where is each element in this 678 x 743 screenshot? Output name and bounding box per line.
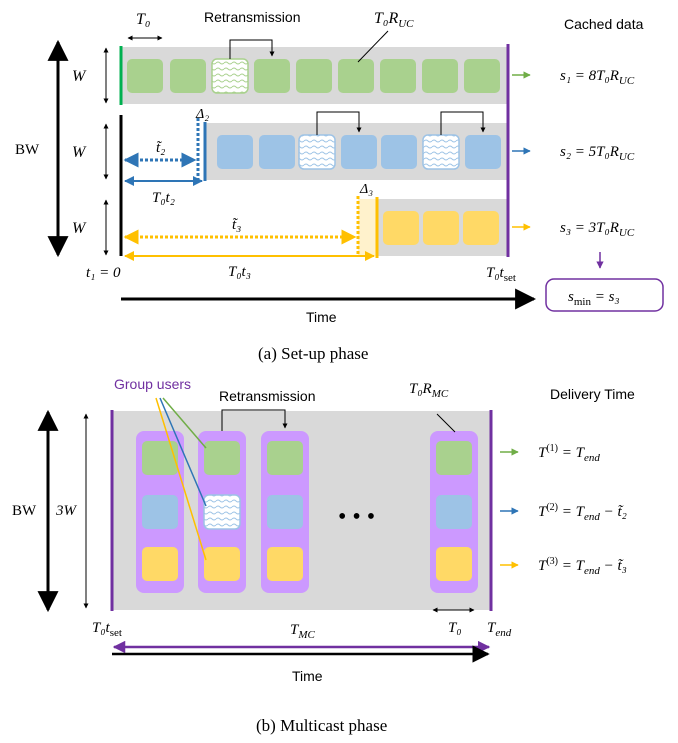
t0-rmc-label: T₀RMC [409,381,449,400]
t0t3-label: T₀t₃ [228,264,251,280]
t1-zero-label: t₁ = 0 [86,265,121,281]
delta3-band [358,199,376,256]
delta2-label: Δ₂ [195,107,209,122]
tend-label: Tend [487,620,512,639]
delivery-time-user3: T(3) = Tend − t̃₃ [538,556,627,577]
packet-yellow [436,547,472,581]
t0t2-label: T₀t₂ [152,190,175,206]
packet-blue [267,495,303,529]
time-label: Time [292,668,323,684]
packet [254,59,290,93]
time-label: Time [306,309,337,325]
group-users-label: Group users [114,376,191,392]
tmc-label: TMC [290,622,316,641]
setup-caption: (a) Set-up phase [258,344,368,363]
user2-packets [217,134,501,170]
retransmitted-packet [203,494,241,530]
packet-green [436,441,472,475]
packet [217,135,253,169]
t0-ruc-pointer [357,30,389,63]
smin-label: smin = s₃ [568,289,620,308]
group-user-line-blue [159,397,207,507]
t2-tilde-label: t̃₂ [156,140,165,156]
packet [381,135,417,169]
multicast-phase: • • • Group users Retransmission T₀RMC D… [12,376,635,735]
packet [465,135,501,169]
ellipsis: • • • [338,504,375,530]
packet [380,59,416,93]
packet-green [142,441,178,475]
packet-yellow [142,547,178,581]
retransmitted-packet [211,58,249,94]
smin-box [545,278,664,312]
packet-green [204,441,240,475]
s2-label: s₂ = 5T₀RUC [560,144,635,163]
retransmitted-packet [422,134,460,170]
packet [296,59,332,93]
group-user-line-yellow [155,397,207,561]
packet-yellow [204,547,240,581]
packet-green [267,441,303,475]
packet [259,135,295,169]
t0-label: T₀ [448,620,462,636]
bw-label: BW [12,503,37,519]
packet [341,135,377,169]
t0-label: T₀ [136,11,150,28]
packet [127,59,163,93]
cached-data-label: Cached data [564,16,644,32]
delta3-label: Δ₃ [359,182,373,197]
packet [383,211,419,245]
retransmission-label: Retransmission [219,388,315,404]
packet [463,211,499,245]
retransmission-bracket [229,39,275,59]
s3-label: s₃ = 3T₀RUC [560,220,635,239]
packet-yellow [267,547,303,581]
user3-packets [383,211,499,245]
bw-label: BW [15,142,40,158]
packet [338,59,374,93]
retransmission-label: Retransmission [204,9,300,25]
packet [422,59,458,93]
retransmission-bracket [440,111,486,135]
retransmission-bracket [316,111,362,135]
delivery-time-label: Delivery Time [550,386,635,402]
packet [464,59,500,93]
s1-label: s₁ = 8T₀RUC [560,68,635,87]
t3-tilde-label: t̃₃ [232,217,241,233]
t0-tset-label: T₀tset [486,265,516,284]
t0-tset-label: T₀tset [92,620,122,639]
packet-blue [142,495,178,529]
w-label-3: W [72,220,87,237]
multicast-caption: (b) Multicast phase [256,716,387,735]
packet [170,59,206,93]
setup-phase: T₀ Retransmission T₀RUC Cached data BW W… [15,9,664,363]
user1-packets [127,58,500,94]
delivery-time-user1: T(1) = Tend [538,443,600,464]
packet-blue [436,495,472,529]
w-label-2: W [72,144,87,161]
w-label-1: W [72,68,87,85]
three-w-label: 3W [55,503,78,519]
t0-ruc-label: T₀RUC [374,10,414,30]
packet [423,211,459,245]
group-user-line-green [162,397,207,449]
retransmitted-packet [298,134,336,170]
t0-rmc-pointer [436,413,456,433]
retransmission-bracket [221,409,288,431]
delivery-time-user2: T(2) = Tend − t̃₂ [538,502,627,523]
